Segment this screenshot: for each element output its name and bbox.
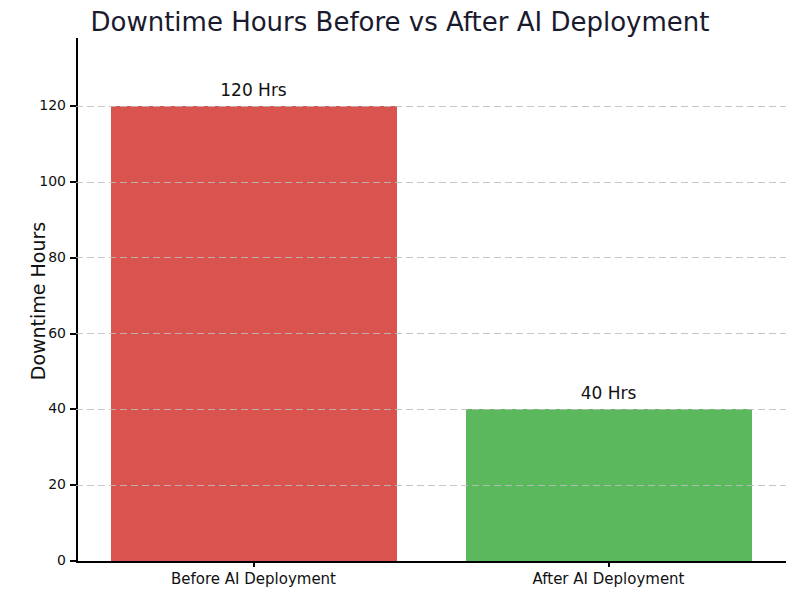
y-tick-label-120: 120 [26, 97, 66, 113]
y-tick-label-0: 0 [26, 552, 66, 568]
x-tick-label-after-ai-deployment: After AI Deployment [431, 570, 786, 588]
x-tick-mark-1 [608, 561, 610, 567]
plot-area: 120 Hrs 40 Hrs [76, 38, 786, 561]
x-axis-spine [76, 561, 786, 563]
gridline-y-60 [76, 333, 786, 334]
y-tick-label-60: 60 [26, 325, 66, 341]
gridline-y-80 [76, 257, 786, 258]
bar-value-label-0: 120 Hrs [76, 80, 431, 100]
y-tick-label-80: 80 [26, 249, 66, 265]
y-tick-label-100: 100 [26, 173, 66, 189]
bar-chart-figure: Downtime Hours Before vs After AI Deploy… [0, 0, 800, 600]
y-tick-mark-0 [70, 560, 76, 562]
gridline-y-120 [76, 106, 786, 107]
gridline-y-100 [76, 182, 786, 183]
gridline-y-20 [76, 485, 786, 486]
chart-title: Downtime Hours Before vs After AI Deploy… [0, 7, 800, 37]
y-tick-label-20: 20 [26, 476, 66, 492]
x-tick-mark-0 [253, 561, 255, 567]
y-axis-label: Downtime Hours [27, 201, 49, 401]
bar-value-label-1: 40 Hrs [431, 383, 786, 403]
x-tick-label-before-ai-deployment: Before AI Deployment [76, 570, 431, 588]
y-tick-label-40: 40 [26, 400, 66, 416]
gridline-y-40 [76, 409, 786, 410]
